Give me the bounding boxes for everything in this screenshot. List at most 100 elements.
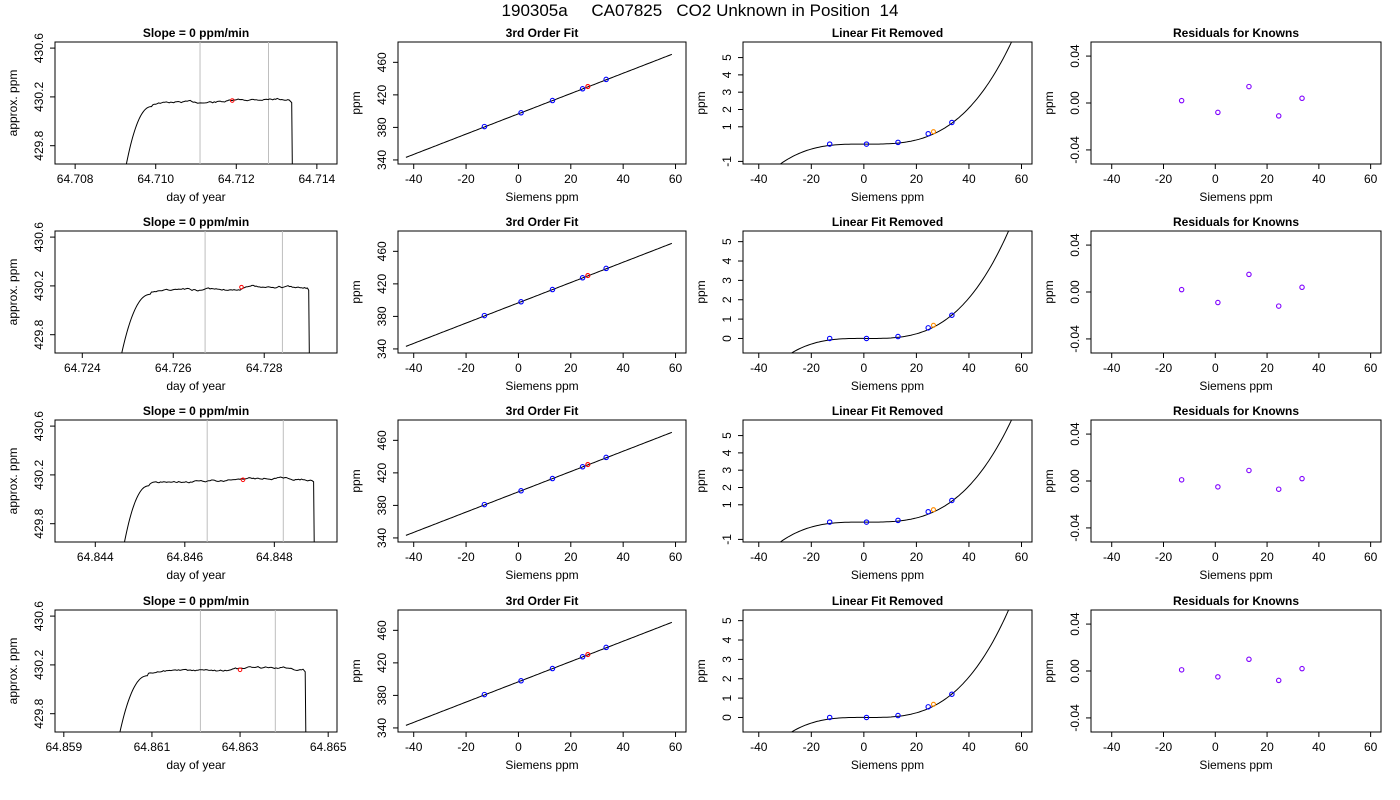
panel-r4-c2: 3rd Order Fit -40 -20 0 20 40 60 340 380 420 460 Si… bbox=[349, 594, 687, 772]
x-tick-label: 20 bbox=[1260, 361, 1274, 375]
panel-title: Residuals for Knowns bbox=[1173, 594, 1299, 608]
y-tick-label: 429.8 bbox=[32, 130, 46, 160]
plot-frame bbox=[397, 41, 687, 165]
panel-title: 3rd Order Fit bbox=[506, 594, 579, 608]
panel-r2-c4: Residuals for Knowns -40 -20 0 20 40 60 -0.04 0.… bbox=[1042, 215, 1382, 393]
panel-r3-c2: 3rd Order Fit -40 -20 0 20 40 60 340 380 420 460 Si… bbox=[349, 404, 687, 582]
y-tick-label: -0.04 bbox=[1068, 514, 1082, 542]
panel-title: Residuals for Knowns bbox=[1173, 404, 1299, 418]
known-point bbox=[826, 714, 833, 721]
plot-frame bbox=[1090, 609, 1382, 733]
y-tick-label: 460 bbox=[375, 620, 389, 640]
x-tick-label: 0 bbox=[861, 361, 868, 375]
x-tick-label: 20 bbox=[1260, 172, 1274, 186]
x-axis-label: Siemens ppm bbox=[505, 379, 578, 393]
y-tick-label: 420 bbox=[375, 85, 389, 105]
fit-curve bbox=[779, 42, 1013, 164]
y-tick-label: 0.04 bbox=[1068, 422, 1082, 446]
x-tick-label: 60 bbox=[669, 740, 683, 754]
unknown-sample-marker bbox=[229, 98, 235, 103]
known-point bbox=[863, 141, 870, 147]
fit-curve bbox=[405, 621, 673, 726]
unknown-point bbox=[585, 84, 591, 90]
x-tick-label: 60 bbox=[1015, 740, 1029, 754]
known-point bbox=[549, 97, 556, 104]
plot-frame bbox=[54, 230, 338, 354]
known-point bbox=[1246, 467, 1252, 474]
known-point bbox=[925, 508, 931, 515]
y-tick-label: 460 bbox=[375, 52, 389, 72]
known-point bbox=[579, 86, 586, 92]
unknown-point bbox=[585, 462, 591, 468]
x-tick-label: 0 bbox=[515, 172, 522, 186]
unknown-sample-marker bbox=[240, 477, 246, 483]
panel-r2-c3: Linear Fit Removed -40 -20 0 20 40 60 0 1 2 3 4 5 Sie… bbox=[694, 215, 1033, 393]
series-trace bbox=[123, 476, 315, 542]
y-tick-label: 5 bbox=[720, 238, 734, 245]
known-point bbox=[579, 654, 586, 660]
panel-r1-c3: Linear Fit Removed -40 -20 0 20 40 60 -1 1 2 3 4 5 Si… bbox=[694, 26, 1033, 204]
plot-frame bbox=[742, 41, 1033, 165]
x-tick-label: -20 bbox=[457, 740, 475, 754]
known-point bbox=[481, 501, 488, 508]
x-tick-label: -40 bbox=[750, 172, 768, 186]
x-tick-label: -40 bbox=[1103, 361, 1121, 375]
known-point bbox=[1246, 83, 1252, 90]
y-tick-label: 340 bbox=[375, 718, 389, 738]
plot-frame bbox=[397, 609, 687, 733]
plot-area bbox=[790, 610, 1010, 732]
y-tick-label: 380 bbox=[375, 495, 389, 515]
y-axis-label: ppm bbox=[1042, 280, 1056, 303]
x-tick-label: 64.710 bbox=[137, 172, 174, 186]
unknown-point bbox=[930, 322, 937, 328]
known-point bbox=[826, 335, 833, 342]
x-tick-label: 40 bbox=[1312, 550, 1326, 564]
known-point bbox=[481, 691, 488, 698]
plot-frame bbox=[54, 419, 338, 543]
x-axis-label: Siemens ppm bbox=[1199, 568, 1272, 582]
y-axis-label: ppm bbox=[694, 280, 708, 303]
plot-area bbox=[1178, 656, 1305, 684]
x-tick-label: 60 bbox=[669, 550, 683, 564]
known-point bbox=[895, 712, 901, 719]
y-tick-label: 430.2 bbox=[32, 82, 46, 112]
y-tick-label: 2 bbox=[720, 484, 734, 491]
x-tick-label: 40 bbox=[616, 172, 630, 186]
x-tick-label: 20 bbox=[1260, 740, 1274, 754]
y-tick-label: 460 bbox=[375, 241, 389, 261]
known-point bbox=[895, 139, 901, 146]
y-tick-label: 420 bbox=[375, 274, 389, 294]
x-tick-label: 60 bbox=[1015, 172, 1029, 186]
x-tick-label: 0 bbox=[1212, 740, 1219, 754]
x-tick-label: 60 bbox=[669, 172, 683, 186]
plot-frame bbox=[397, 419, 687, 543]
plot-area bbox=[119, 610, 307, 732]
x-tick-label: 64.848 bbox=[256, 550, 293, 564]
plot-frame bbox=[1090, 230, 1382, 354]
panel-r2-c1: Slope = 0 ppm/min 64.724 64.726 64.728 429.8… bbox=[6, 215, 338, 393]
panel-r4-c1: Slope = 0 ppm/min 64.859 64.861 64.863 64.86… bbox=[6, 594, 347, 772]
y-tick-label: 340 bbox=[375, 339, 389, 359]
y-tick-label: 0.00 bbox=[1068, 659, 1082, 683]
x-axis-label: Siemens ppm bbox=[851, 568, 924, 582]
unknown-point bbox=[930, 701, 937, 707]
plot-area bbox=[121, 231, 310, 353]
plot-area bbox=[125, 42, 293, 164]
plot-area bbox=[405, 431, 673, 536]
known-point bbox=[518, 488, 524, 494]
panel-title: Slope = 0 ppm/min bbox=[143, 404, 249, 418]
x-tick-label: 60 bbox=[1015, 550, 1029, 564]
x-tick-label: 64.712 bbox=[218, 172, 255, 186]
x-tick-label: 20 bbox=[910, 172, 924, 186]
y-tick-label: 1 bbox=[720, 315, 734, 322]
x-tick-label: 40 bbox=[962, 550, 976, 564]
plot-frame bbox=[54, 609, 338, 733]
x-tick-label: 0 bbox=[515, 361, 522, 375]
x-tick-label: 20 bbox=[910, 550, 924, 564]
x-tick-label: 20 bbox=[564, 550, 578, 564]
unknown-point bbox=[585, 273, 591, 279]
series-trace bbox=[125, 97, 293, 164]
x-tick-label: -20 bbox=[1155, 172, 1173, 186]
y-axis-label: ppm bbox=[694, 469, 708, 492]
plot-area bbox=[1178, 467, 1305, 492]
